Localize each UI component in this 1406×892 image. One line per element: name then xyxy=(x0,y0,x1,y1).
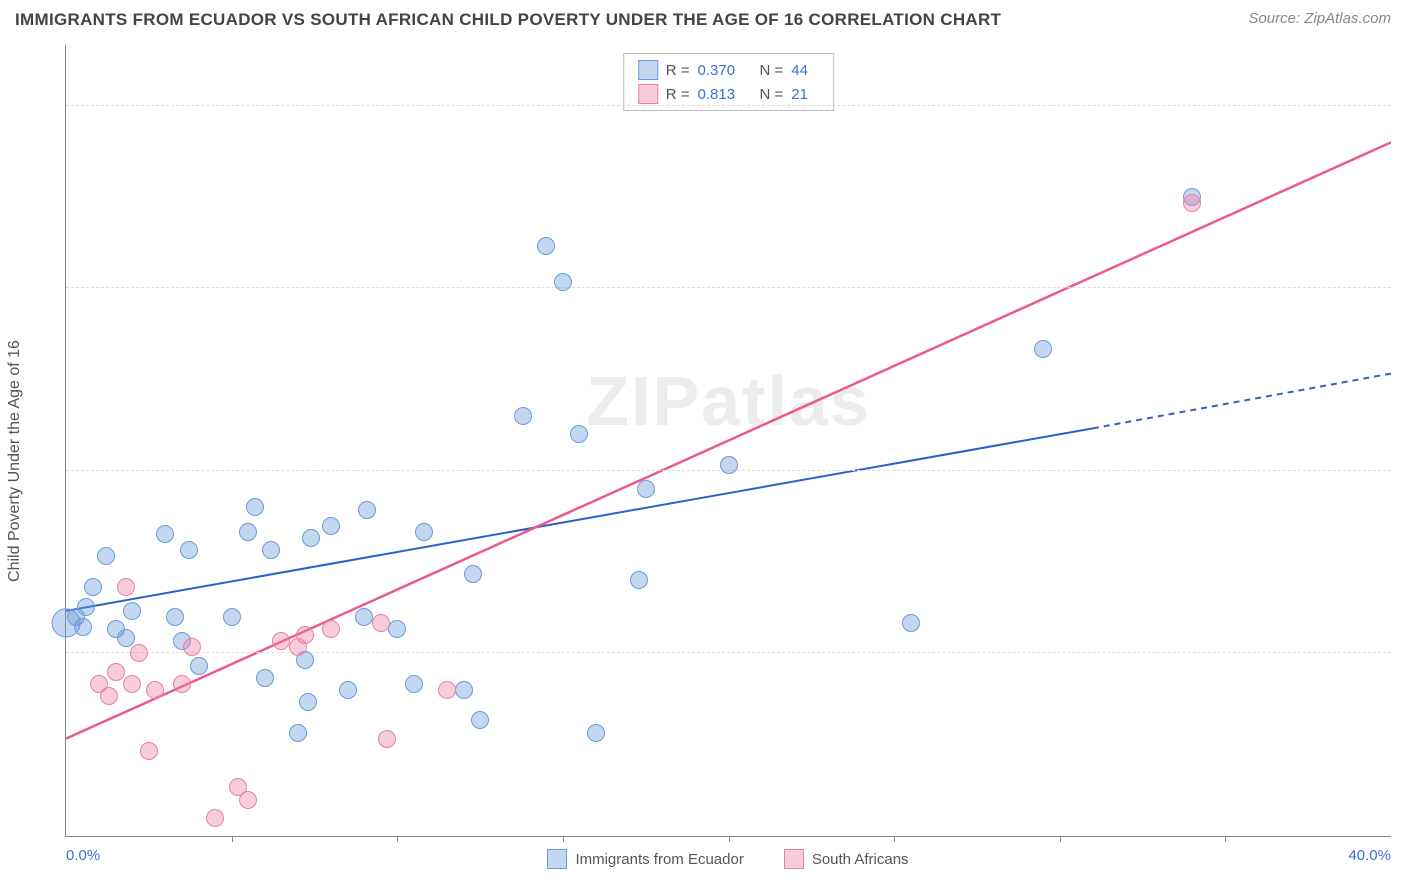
data-point-ecuador xyxy=(405,675,423,693)
data-point-ecuador xyxy=(239,523,257,541)
data-point-ecuador xyxy=(289,724,307,742)
series-swatch-south-african xyxy=(784,849,804,869)
data-point-ecuador xyxy=(180,541,198,559)
gridline xyxy=(66,287,1391,288)
r-value-south-african: 0.813 xyxy=(698,86,752,103)
data-point-ecuador xyxy=(262,541,280,559)
data-point-south-african xyxy=(322,620,340,638)
data-point-ecuador xyxy=(97,547,115,565)
data-point-ecuador xyxy=(570,425,588,443)
data-point-ecuador xyxy=(1034,340,1052,358)
data-point-south-african xyxy=(140,742,158,760)
y-axis-label: Child Poverty Under the Age of 16 xyxy=(6,340,24,582)
data-point-ecuador xyxy=(637,480,655,498)
x-tick-mark xyxy=(1060,836,1061,842)
data-point-ecuador xyxy=(299,693,317,711)
data-point-south-african xyxy=(438,681,456,699)
n-label: N = xyxy=(760,62,784,79)
data-point-ecuador xyxy=(77,598,95,616)
x-axis-legend: Immigrants from Ecuador South Africans xyxy=(65,849,1391,869)
data-point-ecuador xyxy=(471,711,489,729)
data-point-ecuador xyxy=(166,608,184,626)
stats-legend-row-ecuador: R = 0.370 N = 44 xyxy=(624,58,834,82)
x-tick-mark xyxy=(563,836,564,842)
x-tick-mark xyxy=(397,836,398,842)
data-point-ecuador xyxy=(415,523,433,541)
stats-legend-row-south-african: R = 0.813 N = 21 xyxy=(624,82,834,106)
n-value-ecuador: 44 xyxy=(791,62,819,79)
n-label: N = xyxy=(760,86,784,103)
data-point-ecuador xyxy=(554,273,572,291)
data-point-ecuador xyxy=(720,456,738,474)
trend-line-ecuador xyxy=(66,428,1093,611)
series-label-south-african: South Africans xyxy=(812,851,909,868)
data-point-south-african xyxy=(1183,194,1201,212)
data-point-south-african xyxy=(123,675,141,693)
data-point-ecuador xyxy=(123,602,141,620)
data-point-south-african xyxy=(130,644,148,662)
trend-line-dash-ecuador xyxy=(1093,374,1391,429)
data-point-ecuador xyxy=(630,571,648,589)
r-value-ecuador: 0.370 xyxy=(698,62,752,79)
chart-title: IMMIGRANTS FROM ECUADOR VS SOUTH AFRICAN… xyxy=(15,10,1001,30)
series-label-ecuador: Immigrants from Ecuador xyxy=(575,851,743,868)
source-prefix: Source: xyxy=(1248,10,1304,27)
x-tick-mark xyxy=(1225,836,1226,842)
data-point-south-african xyxy=(183,638,201,656)
trend-line-south-african xyxy=(66,142,1391,738)
legend-swatch-south-african xyxy=(638,84,658,104)
data-point-south-african xyxy=(173,675,191,693)
gridline xyxy=(66,652,1391,653)
data-point-south-african xyxy=(107,663,125,681)
data-point-south-african xyxy=(372,614,390,632)
data-point-south-african xyxy=(206,809,224,827)
x-tick-mark xyxy=(894,836,895,842)
data-point-south-african xyxy=(296,626,314,644)
series-legend-item-south-african: South Africans xyxy=(784,849,909,869)
source-name: ZipAtlas.com xyxy=(1304,10,1391,27)
data-point-south-african xyxy=(100,687,118,705)
data-point-ecuador xyxy=(388,620,406,638)
data-point-south-african xyxy=(272,632,290,650)
data-point-ecuador xyxy=(256,669,274,687)
data-point-ecuador xyxy=(537,237,555,255)
data-point-ecuador xyxy=(339,681,357,699)
stats-legend-box: R = 0.370 N = 44 R = 0.813 N = 21 xyxy=(623,53,835,111)
data-point-south-african xyxy=(117,578,135,596)
data-point-south-african xyxy=(146,681,164,699)
n-value-south-african: 21 xyxy=(791,86,819,103)
data-point-ecuador xyxy=(322,517,340,535)
chart-container: Child Poverty Under the Age of 16 ZIPatl… xyxy=(15,45,1391,877)
series-legend-item-ecuador: Immigrants from Ecuador xyxy=(547,849,743,869)
legend-swatch-ecuador xyxy=(638,60,658,80)
data-point-ecuador xyxy=(223,608,241,626)
data-point-ecuador xyxy=(190,657,208,675)
data-point-ecuador xyxy=(902,614,920,632)
data-point-ecuador xyxy=(246,498,264,516)
plot-area: ZIPatlas R =0.370N =44R =0.813N =21 15.0… xyxy=(65,45,1391,837)
data-point-ecuador xyxy=(117,629,135,647)
data-point-ecuador xyxy=(514,407,532,425)
data-point-ecuador xyxy=(455,681,473,699)
data-point-ecuador xyxy=(302,529,320,547)
watermark-text: ZIPatlas xyxy=(586,361,870,441)
trend-lines-layer xyxy=(66,45,1391,836)
x-tick-mark xyxy=(729,836,730,842)
data-point-ecuador xyxy=(355,608,373,626)
data-point-south-african xyxy=(239,791,257,809)
r-label: R = xyxy=(666,86,690,103)
data-point-south-african xyxy=(378,730,396,748)
data-point-ecuador xyxy=(358,501,376,519)
gridline xyxy=(66,105,1391,106)
data-point-ecuador xyxy=(156,525,174,543)
r-label: R = xyxy=(666,62,690,79)
x-tick-mark xyxy=(232,836,233,842)
series-swatch-ecuador xyxy=(547,849,567,869)
data-point-ecuador xyxy=(84,578,102,596)
data-point-ecuador xyxy=(74,618,92,636)
source-credit: Source: ZipAtlas.com xyxy=(1248,10,1391,27)
data-point-ecuador xyxy=(464,565,482,583)
data-point-ecuador xyxy=(587,724,605,742)
